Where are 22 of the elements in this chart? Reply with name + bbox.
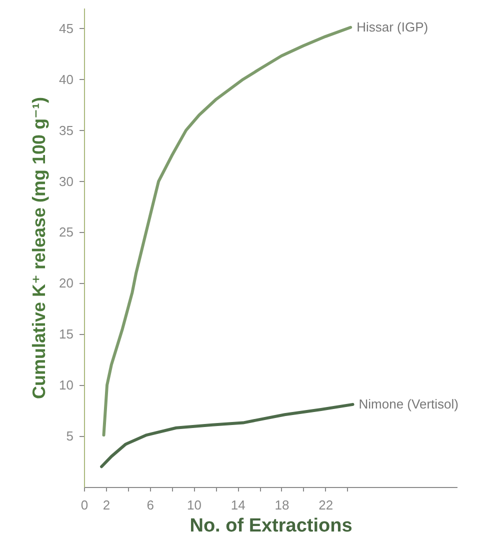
x-tick-label: 2 [102, 498, 110, 512]
y-tick-label: 45 [59, 20, 74, 36]
y-tick-label: 25 [59, 224, 74, 240]
series-label: Nimone (Vertisol) [358, 396, 458, 412]
y-tick-label: 35 [59, 122, 74, 138]
y-tick-label: 10 [59, 378, 74, 393]
y-tick-label: 30 [59, 174, 74, 189]
x-axis-title: No. of Extractions [190, 516, 352, 536]
y-tick-label: 40 [59, 72, 74, 87]
y-tick-label: 5 [66, 428, 74, 444]
x-tick-label: 0 [80, 498, 88, 512]
y-tick-label: 15 [59, 326, 74, 342]
x-tick-label: 22 [318, 498, 334, 512]
x-tick-label: 6 [146, 498, 154, 512]
y-tick-label: 20 [59, 276, 74, 291]
y-axis-title: Cumulative K⁺ release (mg 100 g⁻¹) [29, 96, 50, 400]
line-series [102, 26, 352, 437]
x-tick-label: 10 [186, 498, 202, 512]
x-tick-label: 14 [230, 498, 246, 512]
line-series [100, 402, 354, 468]
series-label: Hissar (IGP) [356, 19, 428, 34]
x-tick-label: 18 [274, 498, 290, 512]
